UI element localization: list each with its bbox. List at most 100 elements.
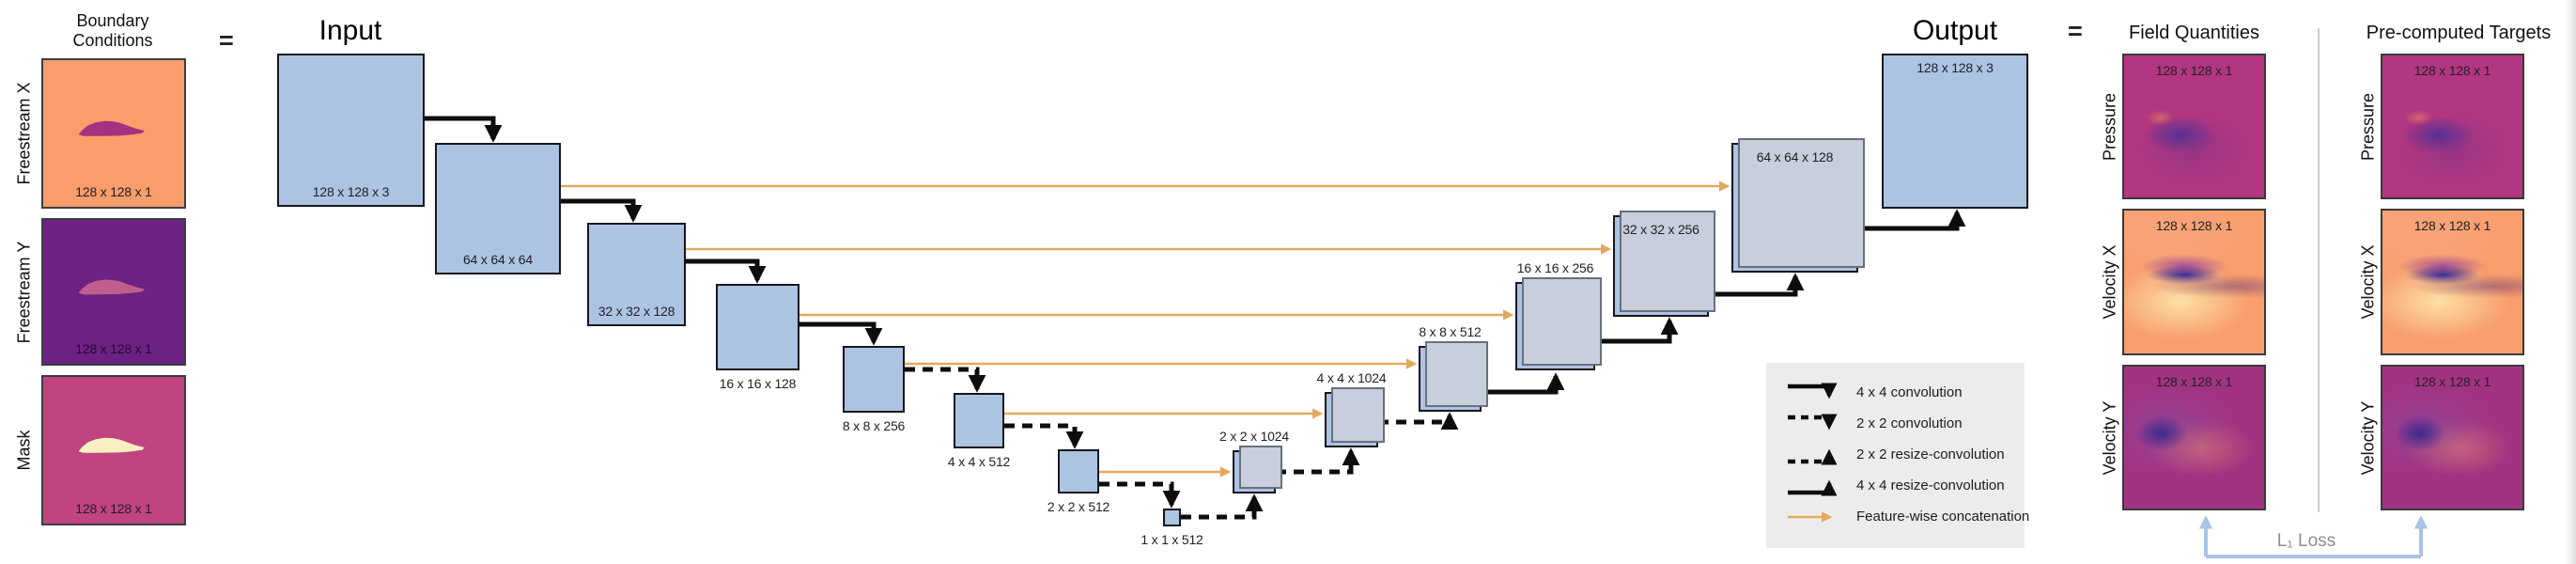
precomputed-targets-title: Pre-computed Targets — [2366, 23, 2552, 43]
unet-node-dims-input: 128 x 128 x 3 — [312, 184, 390, 199]
airfoil-shape — [78, 279, 145, 295]
equals-sign-right: = — [2068, 17, 2083, 45]
arrow-e2-to-e1 — [1099, 481, 1181, 509]
unet-node-dims-e2: 2 x 2 x 512 — [1047, 499, 1110, 514]
unet-node-d64 — [1731, 138, 1865, 273]
legend-item-resize-solid: 4 x 4 resize-convolution — [1785, 470, 2025, 501]
unet-node-e32 — [587, 223, 686, 326]
field-image-pressure: 128 x 128 x 1 — [2122, 54, 2266, 199]
airfoil-shape — [78, 120, 145, 136]
target-dims-label: 128 x 128 x 1 — [2413, 374, 2491, 389]
target-dims-label: 128 x 128 x 1 — [2413, 63, 2491, 78]
legend-label: 2 x 2 convolution — [1856, 415, 1963, 431]
arrow-d16-to-d32 — [1595, 317, 1679, 344]
input-title: Input — [318, 15, 382, 46]
arrow-e1-to-d2 — [1181, 494, 1264, 520]
conv-solid-icon — [1788, 382, 1838, 399]
field-image-velx: 128 x 128 x 1 — [2122, 209, 2266, 355]
unet-node-input — [277, 54, 425, 207]
target-image-pressure: 128 x 128 x 1 — [2381, 54, 2524, 199]
arrow-e8-to-e4 — [905, 367, 986, 393]
unet-node-d4 — [1325, 387, 1385, 447]
arrow-e64-to-e32 — [561, 198, 643, 223]
legend-item-concat: Feature-wise concatenation — [1785, 501, 2029, 532]
boundary-conditions-title: Boundary Conditions — [72, 11, 153, 51]
legend-item-resize-dashed: 2 x 2 resize-convolution — [1785, 439, 2025, 470]
target-side-label-vely: Velocity Y — [2358, 400, 2378, 475]
target-image-velx: 128 x 128 x 1 — [2381, 209, 2524, 355]
bc-side-label: Mask — [14, 430, 34, 471]
target-image-vely: 128 x 128 x 1 — [2381, 365, 2524, 510]
arrow-d2-to-d4 — [1276, 447, 1360, 475]
unet-node-e16 — [716, 284, 799, 370]
field-quantities-title: Field Quantities — [2129, 23, 2259, 43]
legend-item-conv-solid: 4 x 4 convolution — [1785, 377, 2025, 408]
unet-node-dims-d8: 8 x 8 x 512 — [1419, 324, 1482, 339]
unet-node-d8 — [1419, 341, 1488, 412]
unet-node-e2 — [1058, 449, 1099, 494]
legend-label: Feature-wise concatenation — [1856, 509, 2030, 525]
unet-node-dims-d2: 2 x 2 x 1024 — [1219, 429, 1289, 444]
unet-node-dims-out: 128 x 128 x 3 — [1916, 60, 1994, 75]
right-edge-shade — [2565, 0, 2576, 564]
bc-image-bc-fsy: 128 x 128 x 1 — [41, 218, 186, 366]
unet-node-e1 — [1163, 509, 1181, 526]
unet-node-dims-e64: 64 x 64 x 64 — [463, 252, 533, 267]
arrow-d64-to-out — [1858, 209, 1966, 231]
l1-loss-label: L₁ Loss — [2276, 531, 2336, 551]
resize-solid-icon — [1788, 479, 1838, 496]
bc-side-label: Freestream X — [14, 82, 34, 185]
arrow-input-to-e64 — [425, 116, 503, 143]
bc-dims-label: 128 x 128 x 1 — [75, 184, 152, 199]
unet-node-dims-d4: 4 x 4 x 1024 — [1316, 370, 1387, 385]
arrow-d8-to-d16 — [1482, 372, 1565, 395]
unet-node-e4 — [954, 393, 1004, 448]
unet-node-dims-e16: 16 x 16 x 128 — [719, 376, 797, 391]
unet-node-dims-e1: 1 x 1 x 512 — [1141, 532, 1203, 547]
field-dims-label: 128 x 128 x 1 — [2155, 63, 2233, 78]
unet-node-dims-d32: 32 x 32 x 256 — [1622, 222, 1699, 237]
unet-node-dims-d16: 16 x 16 x 256 — [1516, 260, 1594, 275]
airfoil-shape — [78, 437, 145, 453]
arrow-e32-to-e16 — [686, 258, 767, 284]
legend-box: 4 x 4 convolution 2 x 2 convolution 2 x 2 … — [1766, 363, 2029, 548]
bc-image-bc-fsx: 128 x 128 x 1 — [41, 58, 186, 209]
output-title: Output — [1912, 15, 1998, 46]
unet-node-out — [1882, 54, 2028, 209]
conv-dashed-icon — [1788, 413, 1838, 430]
arrow-e16-to-e8 — [799, 321, 883, 346]
bc-dims-label: 128 x 128 x 1 — [75, 341, 152, 356]
legend-label: 4 x 4 convolution — [1856, 384, 1963, 400]
arrow-e4-to-e2 — [1004, 423, 1084, 449]
resize-dashed-icon — [1788, 448, 1838, 465]
unet-node-dims-d64: 64 x 64 x 128 — [1756, 149, 1834, 164]
unet-node-d16 — [1515, 277, 1602, 370]
equals-sign-left: = — [219, 26, 234, 55]
unet-node-dims-e32: 32 x 32 x 128 — [597, 304, 675, 319]
bc-image-bc-mask: 128 x 128 x 1 — [41, 375, 186, 525]
unet-node-e8 — [843, 346, 905, 413]
legend-label: 4 x 4 resize-convolution — [1856, 478, 2005, 494]
field-image-vely: 128 x 128 x 1 — [2122, 365, 2266, 510]
bc-side-label: Freestream Y — [14, 241, 34, 343]
field-dims-label: 128 x 128 x 1 — [2155, 218, 2233, 233]
unet-node-dims-e8: 8 x 8 x 256 — [842, 418, 906, 433]
field-side-label-vely: Velocity Y — [2100, 400, 2119, 475]
unet-node-e64 — [435, 143, 561, 274]
target-dims-label: 128 x 128 x 1 — [2413, 218, 2491, 233]
legend-rows: 4 x 4 convolution 2 x 2 convolution 2 x 2 … — [1785, 377, 2029, 532]
arrow-d4-to-d8 — [1378, 412, 1459, 431]
field-dims-label: 128 x 128 x 1 — [2155, 374, 2233, 389]
arrow-d32-to-d64 — [1709, 273, 1805, 297]
legend-item-conv-dashed: 2 x 2 convolution — [1785, 408, 2025, 439]
legend-label: 2 x 2 resize-convolution — [1856, 446, 2005, 462]
unet-node-dims-e4: 4 x 4 x 512 — [947, 454, 1011, 469]
concat-icon — [1788, 510, 1833, 523]
target-side-label-pressure: Pressure — [2358, 92, 2378, 161]
unet-node-d32 — [1613, 211, 1715, 317]
bc-dims-label: 128 x 128 x 1 — [75, 501, 152, 516]
unet-node-d2 — [1233, 446, 1282, 494]
field-side-label-velx: Velocity X — [2100, 244, 2119, 320]
